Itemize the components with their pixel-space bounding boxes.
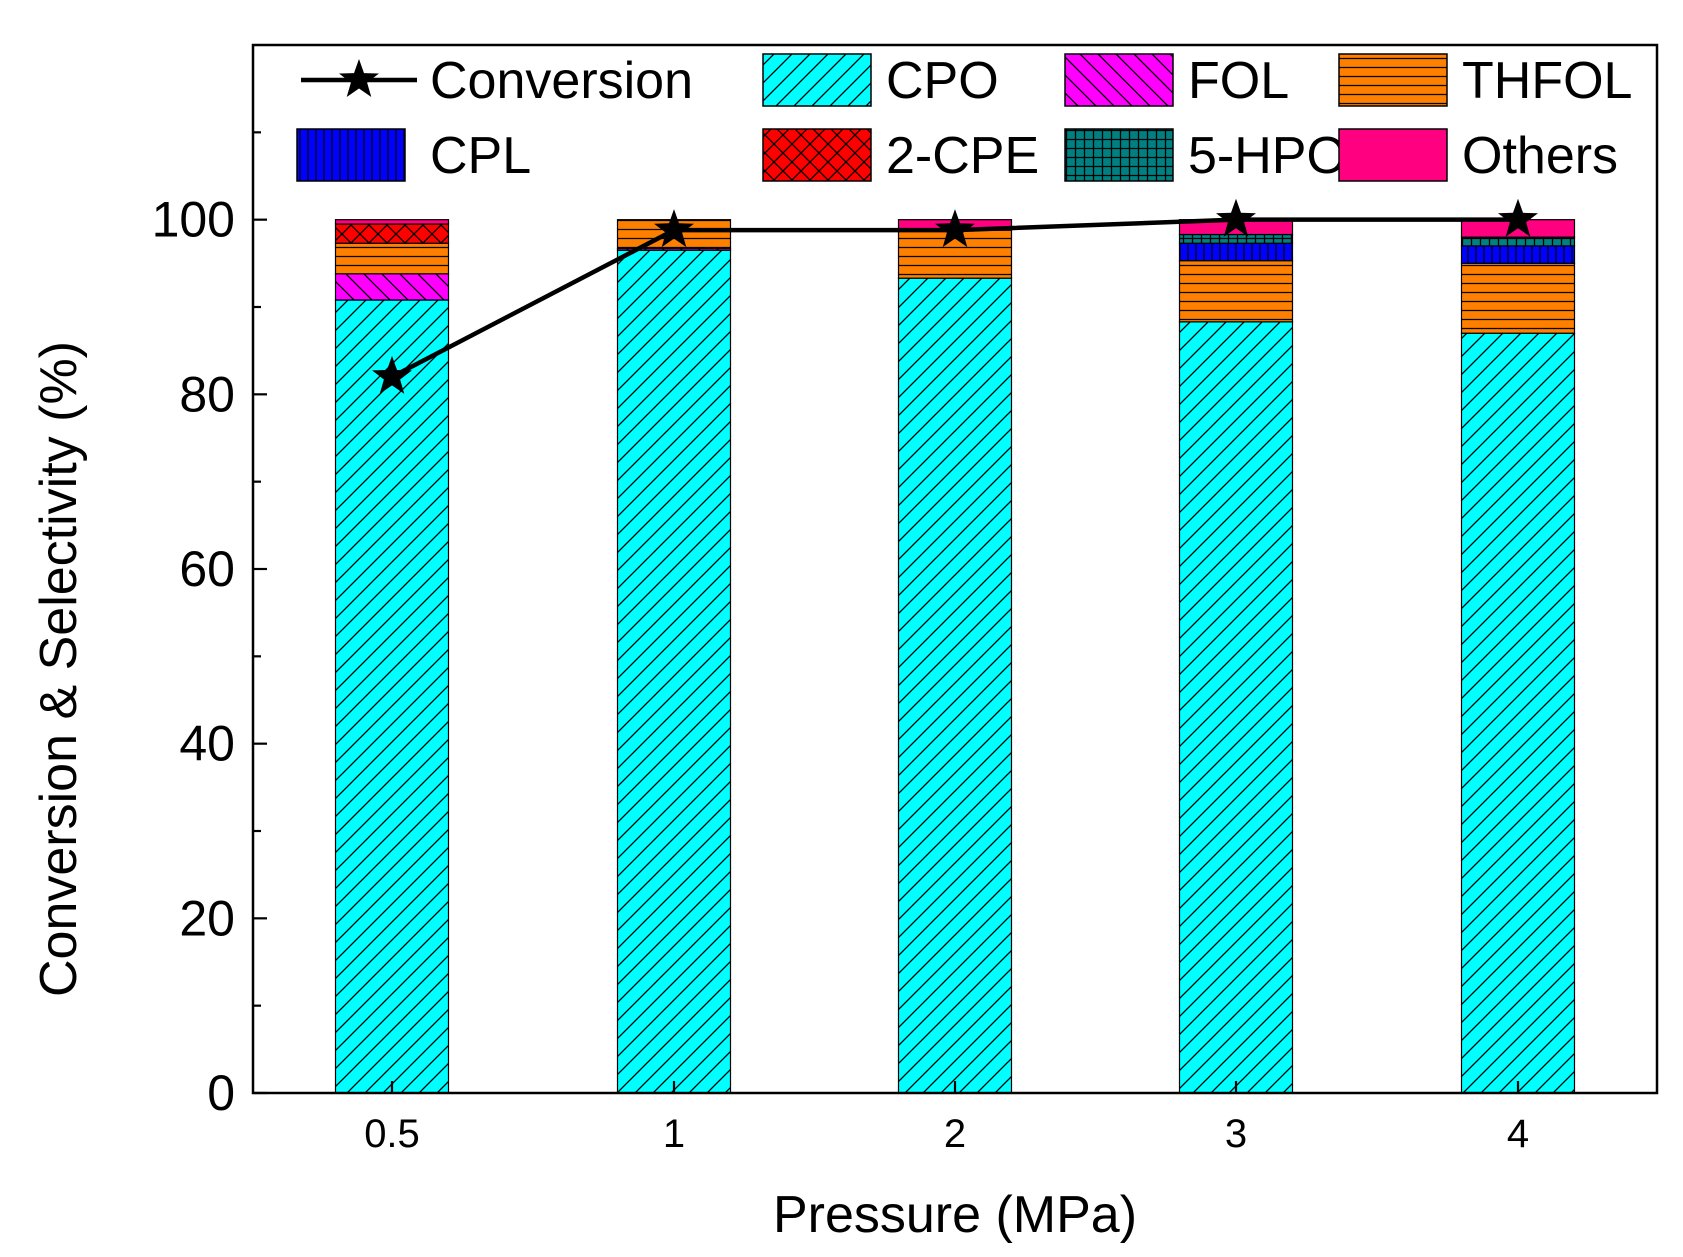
bar-cpo-3	[1178, 321, 1294, 1094]
legend-swatch	[762, 53, 872, 107]
bar-thfol-3	[1178, 260, 1294, 323]
conversion-line-layer	[372, 198, 1538, 394]
bar-thfol-4	[1460, 262, 1576, 334]
legend-label: 2-CPE	[886, 127, 1039, 185]
bar-5-hpone-3	[1178, 233, 1294, 244]
y-tick-label: 100	[152, 192, 235, 248]
legend-item-conversion: Conversion	[301, 52, 693, 110]
x-tick-label: 0.5	[364, 1112, 420, 1156]
bar-cpo-0-5	[334, 299, 450, 1094]
bar-others-0-5	[334, 219, 450, 225]
legend-item-others: Others	[1338, 127, 1618, 185]
legend-label: CPL	[430, 127, 531, 185]
legend-item-thfol: THFOL	[1338, 52, 1632, 110]
legend-label: CPO	[886, 52, 999, 110]
legend-label: THFOL	[1462, 52, 1632, 110]
bar-5-hpone-4	[1460, 236, 1576, 247]
y-axis-label: Conversion & Selectivity (%)	[30, 341, 88, 997]
bar-layer	[334, 219, 1576, 1094]
bar-cpo-1	[616, 249, 732, 1094]
x-tick-label: 2	[944, 1112, 966, 1156]
bar-cpl-4	[1460, 245, 1576, 264]
bar-fol-0-5	[334, 273, 450, 301]
legend-item-2-cpe: 2-CPE	[762, 127, 1039, 185]
y-tick-label: 40	[179, 716, 235, 772]
legend-swatch	[762, 128, 872, 182]
y-tick-label: 60	[179, 541, 235, 597]
x-axis: 0.5 1 2 3 4	[364, 1081, 1529, 1156]
conversion-point-1	[654, 209, 694, 248]
conversion-point-3	[1216, 198, 1256, 237]
legend-item-cpo: CPO	[762, 52, 999, 110]
bar-cpo-2	[897, 277, 1013, 1094]
legend-swatch	[1064, 128, 1174, 182]
x-tick-label: 4	[1507, 1112, 1529, 1156]
conversion-point-0-5	[372, 355, 412, 394]
legend-item-fol: FOL	[1064, 52, 1289, 110]
y-tick-label: 20	[179, 890, 235, 946]
bar-cpl-3	[1178, 242, 1294, 262]
x-tick-label: 1	[663, 1112, 685, 1156]
legend-label: Conversion	[430, 52, 693, 110]
conversion-point-4	[1498, 198, 1538, 237]
y-tick-label: 0	[207, 1065, 235, 1121]
legend-swatch	[1338, 53, 1448, 107]
y-axis: 0 20 40 60 80 100	[152, 131, 267, 1121]
legend-item-cpl: CPL	[296, 127, 531, 185]
bar-cpo-4	[1460, 332, 1576, 1094]
x-axis-label: Pressure (MPa)	[773, 1186, 1137, 1244]
legend-star-icon	[339, 59, 379, 97]
legend-swatch	[1338, 128, 1448, 182]
y-tick-label: 80	[179, 366, 235, 422]
legend-swatch	[1064, 53, 1174, 107]
bar-thfol-0-5	[334, 242, 450, 275]
conversion-point-2	[935, 209, 975, 248]
bar-2-cpe-0-5	[334, 223, 450, 244]
legend-swatch	[296, 128, 406, 182]
x-tick-label: 3	[1225, 1112, 1247, 1156]
legend-label: FOL	[1188, 52, 1289, 110]
legend-label: Others	[1462, 127, 1618, 185]
